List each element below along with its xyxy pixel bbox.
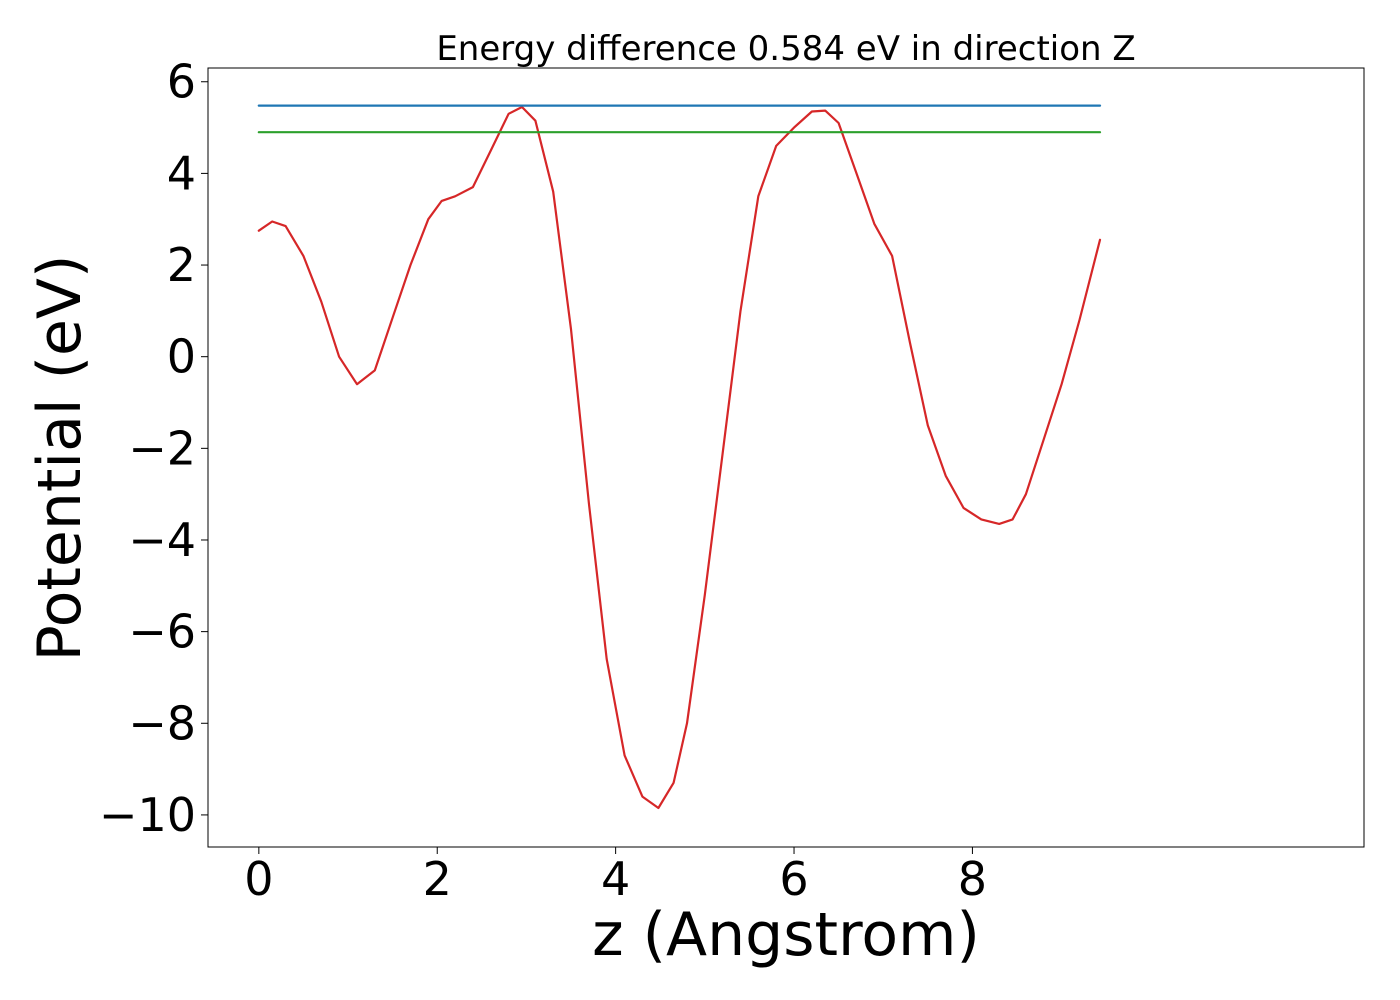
- y-tick-label: 6: [167, 55, 196, 109]
- y-tick-label: 2: [167, 238, 196, 292]
- plot-frame: [207, 67, 1365, 848]
- y-tick-label: −6: [128, 605, 196, 659]
- y-tick-label: 0: [167, 330, 196, 384]
- x-tick-label: 4: [601, 852, 630, 906]
- y-tick-label: 4: [167, 146, 196, 200]
- plot-area: [207, 67, 1365, 848]
- x-tick-label: 6: [779, 852, 808, 906]
- x-axis-label: z (Angstrom): [592, 900, 980, 970]
- chart-title: Energy difference 0.584 eV in direction …: [436, 29, 1135, 69]
- x-tick-label: 2: [423, 852, 452, 906]
- y-tick-label: −8: [128, 696, 196, 750]
- axis-ticks: 0 2 4 6 8 6 4 2 0 −2 −4 −6 −8 −10: [99, 55, 987, 906]
- x-tick-label: 8: [958, 852, 987, 906]
- y-tick-label: −10: [99, 788, 196, 842]
- series-line-0: [257, 105, 1102, 810]
- y-tick-label: −2: [128, 421, 196, 475]
- y-tick-label: −4: [128, 513, 196, 567]
- y-axis-label: Potential (eV): [25, 255, 95, 662]
- x-tick-label: 0: [244, 852, 273, 906]
